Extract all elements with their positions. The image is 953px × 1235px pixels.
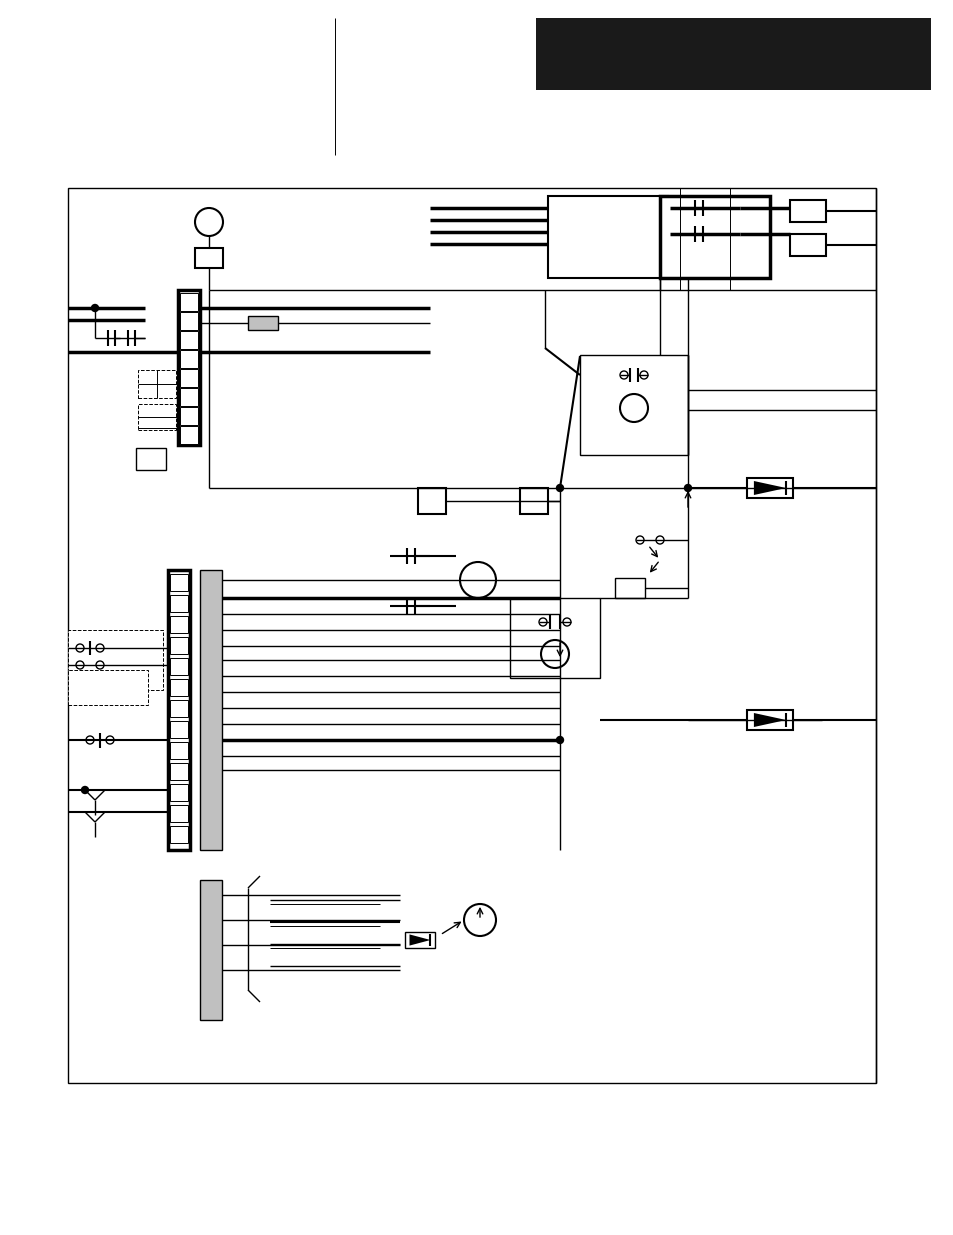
Bar <box>789 200 825 222</box>
Bar <box>417 488 446 514</box>
Circle shape <box>556 736 563 743</box>
Bar <box>170 574 188 592</box>
Bar <box>746 710 792 730</box>
Circle shape <box>540 640 568 668</box>
Polygon shape <box>409 935 430 946</box>
Bar <box>200 571 222 850</box>
Bar <box>68 188 875 1083</box>
Bar <box>536 19 930 90</box>
Circle shape <box>562 618 571 626</box>
Bar <box>180 312 198 330</box>
Circle shape <box>463 904 496 936</box>
Circle shape <box>86 736 94 743</box>
Bar <box>180 369 198 387</box>
Circle shape <box>76 661 84 669</box>
Bar <box>170 784 188 802</box>
Bar <box>68 671 148 705</box>
Circle shape <box>538 618 546 626</box>
Circle shape <box>91 305 98 311</box>
Circle shape <box>636 536 643 543</box>
Bar <box>170 595 188 613</box>
Bar <box>170 637 188 655</box>
Bar <box>180 426 198 445</box>
Bar <box>659 196 769 278</box>
Bar <box>170 763 188 781</box>
Circle shape <box>639 370 647 379</box>
Bar <box>178 290 200 445</box>
Polygon shape <box>753 713 785 727</box>
Bar <box>138 404 175 430</box>
Bar <box>180 331 198 350</box>
Bar <box>547 196 667 278</box>
Circle shape <box>76 643 84 652</box>
Circle shape <box>684 484 691 492</box>
Circle shape <box>656 536 663 543</box>
Bar <box>138 370 175 398</box>
Bar <box>68 630 163 690</box>
Circle shape <box>194 207 223 236</box>
Polygon shape <box>753 480 785 495</box>
Bar <box>180 388 198 406</box>
Bar <box>170 700 188 718</box>
Bar <box>170 658 188 676</box>
Bar <box>170 805 188 823</box>
Bar <box>170 721 188 739</box>
Circle shape <box>556 484 563 492</box>
Bar <box>180 408 198 425</box>
Circle shape <box>619 370 627 379</box>
Bar <box>136 448 166 471</box>
Bar <box>180 293 198 311</box>
Circle shape <box>459 562 496 598</box>
Bar <box>789 233 825 256</box>
Circle shape <box>619 394 647 422</box>
Bar <box>170 742 188 760</box>
Bar <box>615 578 644 598</box>
Bar <box>170 679 188 697</box>
Circle shape <box>81 787 89 794</box>
Bar <box>248 316 277 330</box>
Bar <box>200 881 222 1020</box>
Circle shape <box>106 736 113 743</box>
Bar <box>746 478 792 498</box>
Circle shape <box>96 661 104 669</box>
Bar <box>579 354 687 454</box>
Bar <box>180 350 198 368</box>
Bar <box>519 488 547 514</box>
Circle shape <box>96 643 104 652</box>
Bar <box>170 616 188 634</box>
Bar <box>168 571 190 850</box>
Bar <box>405 932 435 948</box>
Bar <box>510 598 599 678</box>
Bar <box>194 248 223 268</box>
Bar <box>170 826 188 844</box>
